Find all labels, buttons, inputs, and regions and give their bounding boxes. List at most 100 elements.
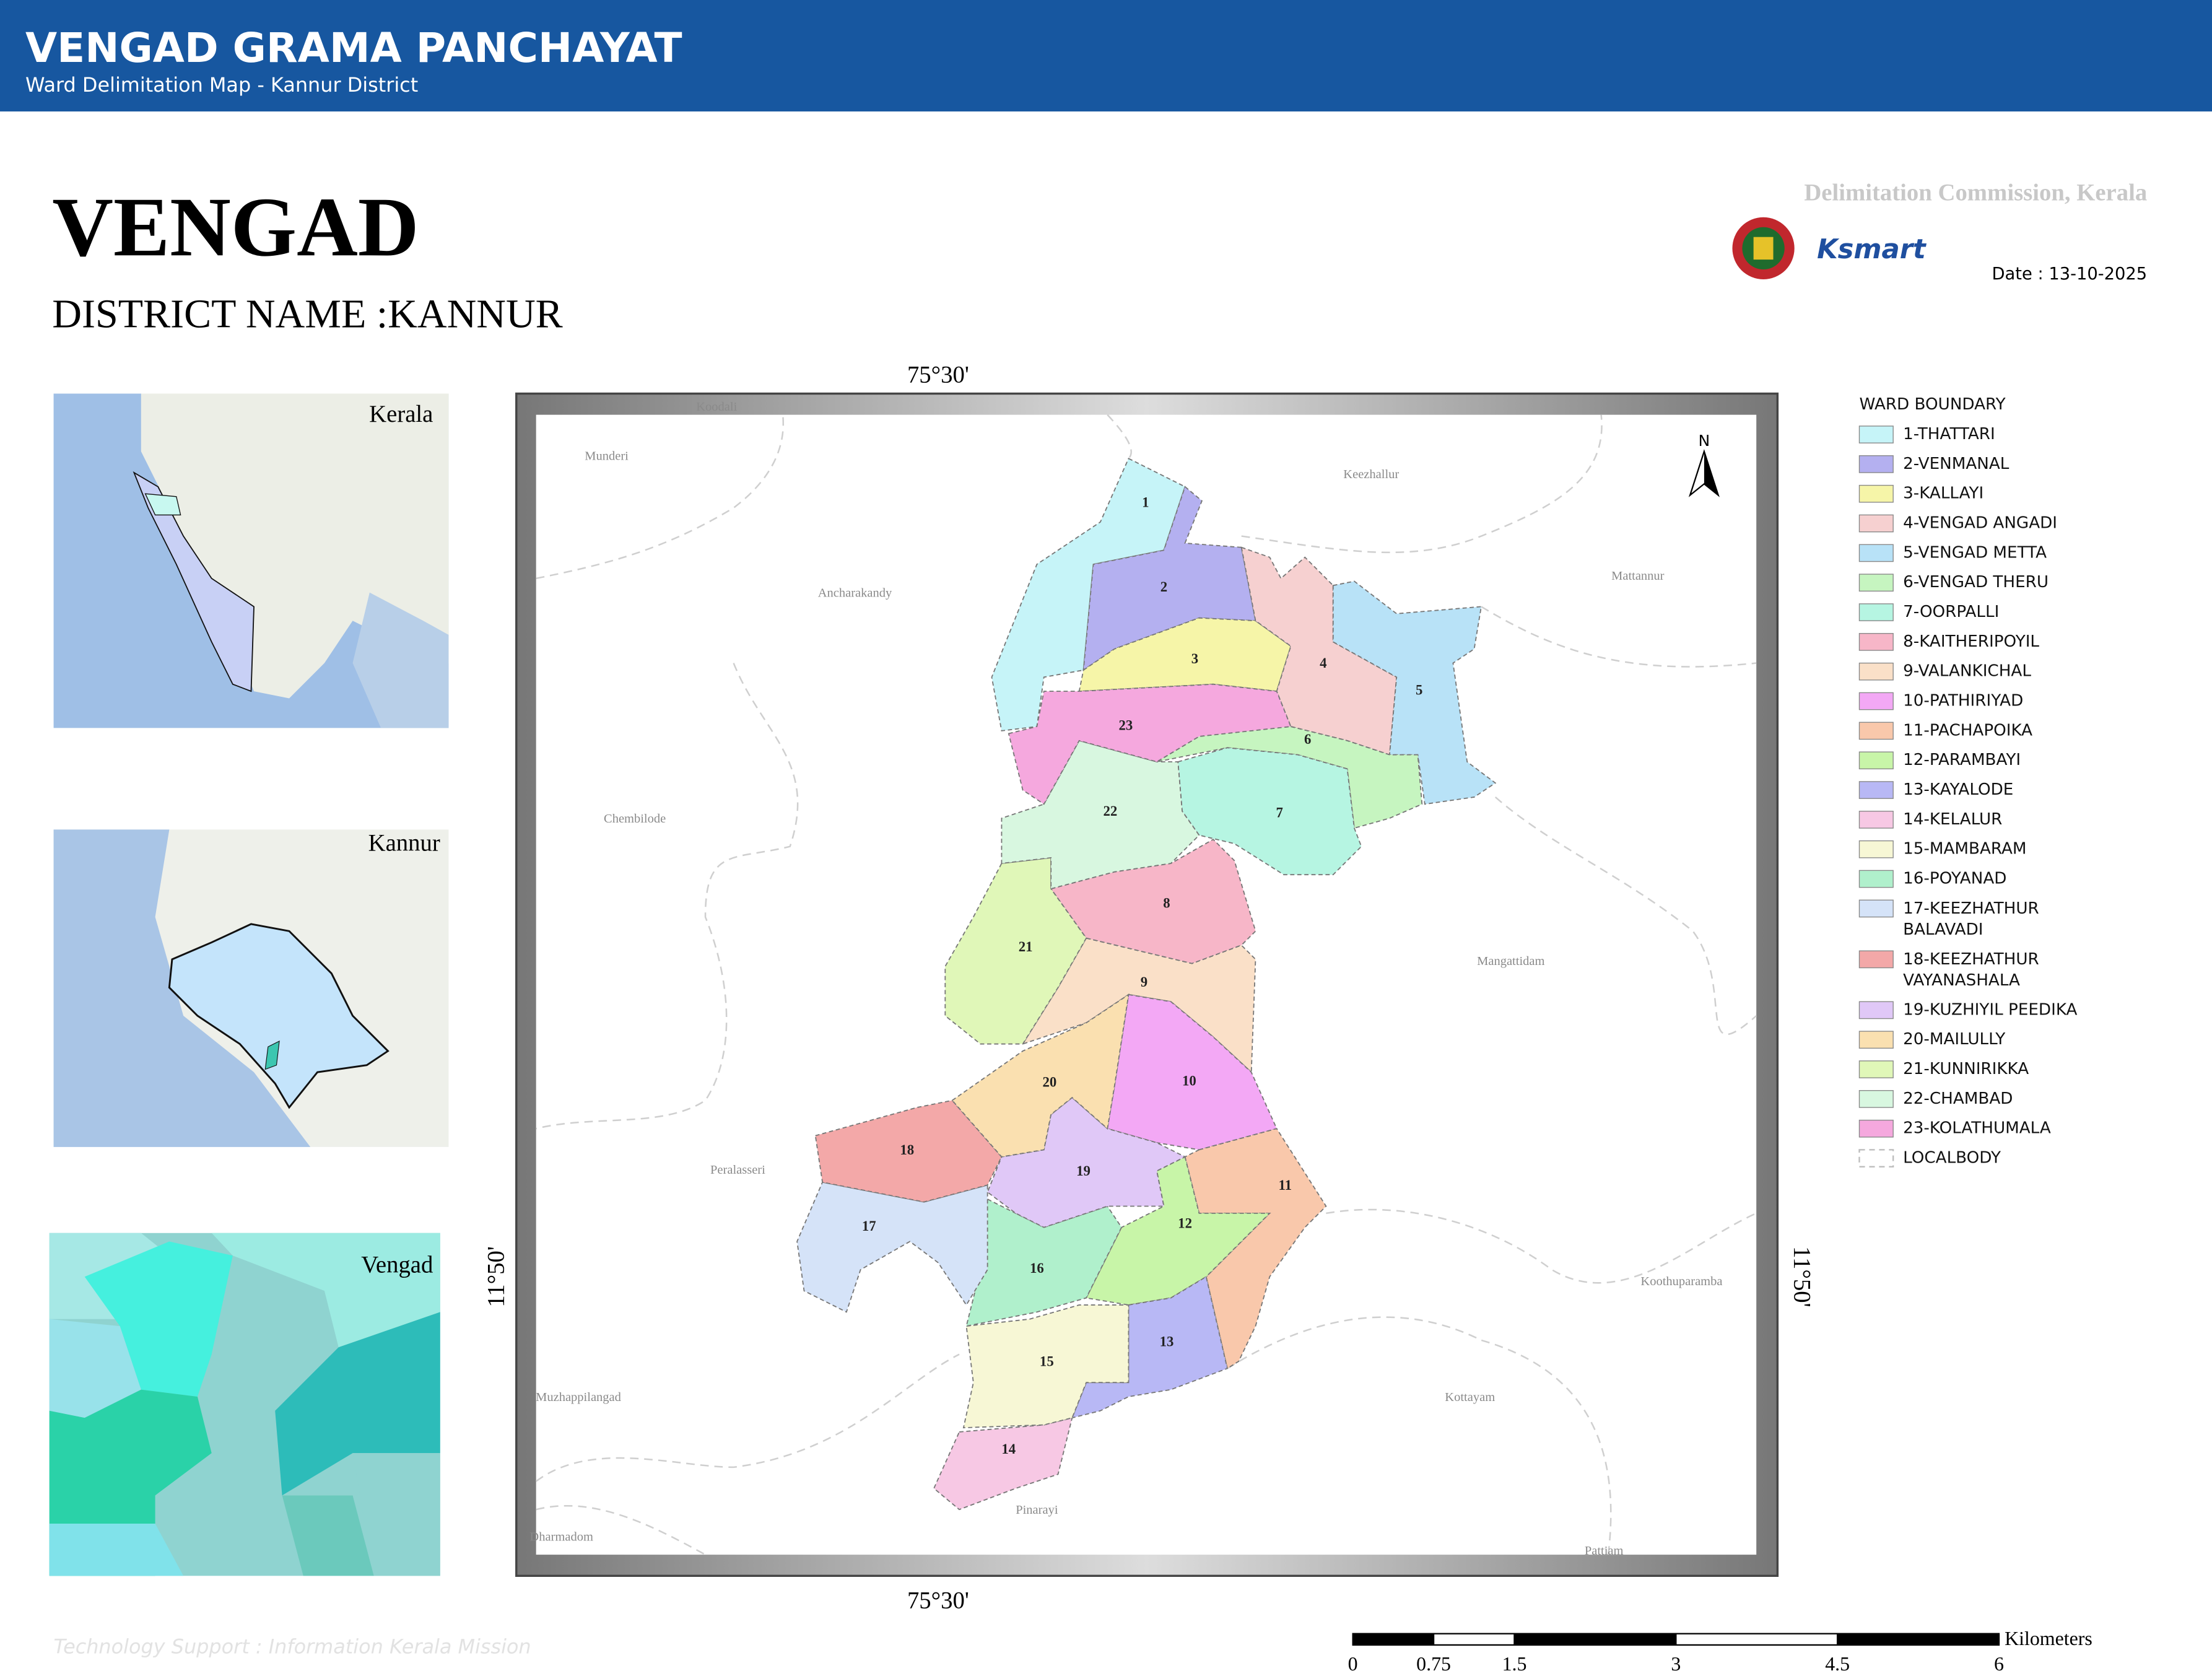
ward-label: 2 <box>1160 579 1167 595</box>
ward-label: 10 <box>1182 1073 1196 1088</box>
legend-swatch <box>1858 484 1894 503</box>
inset-kannur <box>53 829 449 1147</box>
inset-label: Kerala <box>369 401 433 427</box>
legend-label: 23-KOLATHUMALA <box>1903 1119 2051 1138</box>
ward-label: 23 <box>1119 717 1133 733</box>
legend-label: 5-VENGAD METTA <box>1903 543 2047 562</box>
scale-segment <box>1432 1633 1515 1646</box>
legend-swatch <box>1858 1119 1894 1138</box>
place-label: Pattiam <box>1585 1544 1624 1558</box>
legend-swatch <box>1858 633 1894 651</box>
place-label: Peralasseri <box>710 1163 765 1177</box>
localbody-boundaries <box>535 414 1757 1556</box>
ward-label: 15 <box>1040 1354 1054 1369</box>
seal-emblem <box>1753 237 1774 260</box>
place-labels: Koodali Munderi Keezhallur Ancharakandy … <box>529 400 1722 1558</box>
inset-label: Kannur <box>368 830 440 857</box>
legend-swatch <box>1858 455 1894 473</box>
place-label: Ancharakandy <box>818 587 892 600</box>
place-label: Koodali <box>696 400 737 414</box>
ward-label: 5 <box>1416 682 1422 697</box>
legend-label: 6-VENGAD THERU <box>1903 573 2049 591</box>
scale-tick-label: 3 <box>1671 1653 1681 1675</box>
date: Date : 13-10-2025 <box>1992 264 2147 284</box>
place-label: Keezhallur <box>1343 468 1399 481</box>
scale-tick-label: 0 <box>1348 1653 1358 1675</box>
ksmart-logo: Ksmart <box>1817 234 1927 265</box>
legend-swatch <box>1858 840 1894 858</box>
ward-label: 6 <box>1304 731 1311 747</box>
place-label: Mattannur <box>1611 569 1665 583</box>
ward-label: 22 <box>1103 803 1117 819</box>
legend-label: 17-KEEZHATHUR BALAVADI <box>1903 899 2044 938</box>
legend-label: 20-MAILULLY <box>1903 1030 2006 1049</box>
legend-label: 3-KALLAYI <box>1903 484 1983 503</box>
wards <box>796 458 1497 1511</box>
place-label: Koothuparamba <box>1640 1275 1722 1288</box>
legend-swatch <box>1858 899 1894 918</box>
legend-label: 9-VALANKICHAL <box>1903 662 2031 681</box>
header-subtitle: Ward Delimitation Map - Kannur District <box>25 73 418 97</box>
legend-label: 7-OORPALLI <box>1903 603 1999 621</box>
inset-vengad <box>49 1233 440 1576</box>
place-label: Kottayam <box>1445 1390 1495 1404</box>
legend-label: 14-KELALUR <box>1903 810 2002 829</box>
legend-swatch <box>1858 1001 1894 1019</box>
graticule-label: 75°30' <box>907 1587 969 1614</box>
legend-label: 16-POYANAD <box>1903 870 2006 888</box>
legend-label: 1-THATTARI <box>1903 425 1995 443</box>
legend-swatch <box>1858 1060 1894 1078</box>
legend-label: 22-CHAMBAD <box>1903 1089 2013 1108</box>
ward-label: 4 <box>1320 655 1326 671</box>
legend-label: 4-VENGAD ANGADI <box>1903 514 2057 533</box>
legend-swatch <box>1858 1149 1894 1168</box>
legend-swatch <box>1858 574 1894 592</box>
ward-label: 20 <box>1042 1075 1056 1090</box>
ward-label: 9 <box>1141 974 1147 990</box>
ward-label: 12 <box>1178 1215 1192 1231</box>
legend-label: 19-KUZHIYIL PEEDIKA <box>1903 1000 2077 1019</box>
footer-credit: Technology Support : Information Kerala … <box>54 1635 531 1659</box>
legend-swatch <box>1858 426 1894 443</box>
district-name: DISTRICT NAME :KANNUR <box>52 291 562 336</box>
ward-label: 7 <box>1276 805 1283 820</box>
legend-swatch <box>1858 870 1894 888</box>
legend-label: 12-PARAMBAYI <box>1903 751 2021 769</box>
scale-tick-label: 4.5 <box>1825 1653 1850 1675</box>
scale-segment <box>1837 1633 2000 1646</box>
legend-swatch <box>1858 662 1894 681</box>
legend-label: 2-VENMANAL <box>1903 455 2010 473</box>
legend-label: 13-KAYALODE <box>1903 780 2013 799</box>
graticule-label: 11°50' <box>1789 1246 1816 1307</box>
place-label: Chembilode <box>604 812 666 826</box>
legend-swatch <box>1858 722 1894 740</box>
legend-label: 15-MAMBARAM <box>1903 840 2026 858</box>
legend-label: LOCALBODY <box>1903 1149 2001 1168</box>
legend: 1-THATTARI 2-VENMANAL 3-KALLAYI 4-VENGAD AN… <box>1858 425 2078 1168</box>
ward-label: 18 <box>900 1142 914 1158</box>
scale-tick-label: 1.5 <box>1502 1653 1527 1675</box>
legend-swatch <box>1858 811 1894 829</box>
legend-swatch <box>1858 1090 1894 1108</box>
legend-label: 10-PATHIRIYAD <box>1903 692 2023 710</box>
ward-label: 13 <box>1160 1334 1174 1350</box>
scale-segment <box>1675 1633 1839 1646</box>
legend-swatch <box>1858 544 1894 562</box>
north-arrow-half <box>1704 451 1718 495</box>
ward-label: 8 <box>1163 895 1170 910</box>
ward-label: 16 <box>1030 1260 1044 1276</box>
place-label: Muzhappilangad <box>536 1390 621 1404</box>
legend-swatch <box>1858 692 1894 710</box>
ward-label: 11 <box>1279 1177 1292 1193</box>
header-title: VENGAD GRAMA PANCHAYAT <box>25 24 682 72</box>
scale-segment <box>1352 1633 1435 1646</box>
legend-swatch <box>1858 781 1894 799</box>
legend-swatch <box>1858 603 1894 621</box>
ward-label: 21 <box>1019 939 1033 954</box>
ward-labels: 1 2 3 4 5 6 7 8 9 10 11 12 13 14 15 16 1… <box>862 494 1423 1456</box>
inset-kerala <box>53 393 449 728</box>
scale-tick-label: 0.75 <box>1416 1653 1451 1675</box>
legend-label: 11-PACHAPOIKA <box>1903 721 2032 740</box>
